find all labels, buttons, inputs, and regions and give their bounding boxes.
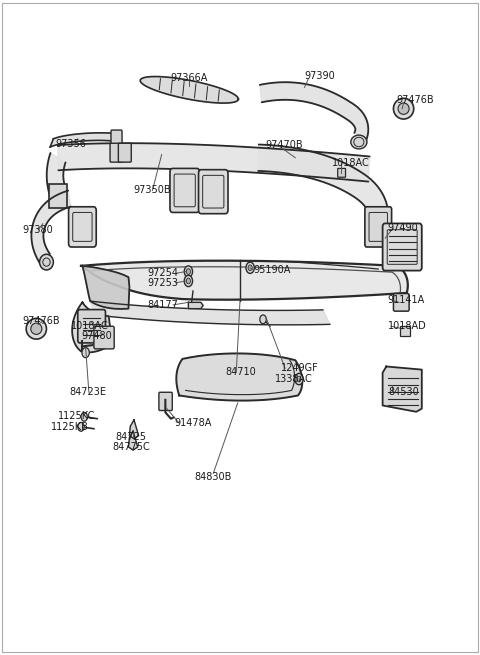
FancyBboxPatch shape: [394, 293, 409, 311]
Polygon shape: [176, 354, 302, 401]
Text: 97356: 97356: [56, 139, 86, 149]
Polygon shape: [383, 367, 422, 412]
FancyBboxPatch shape: [119, 143, 131, 162]
FancyBboxPatch shape: [110, 143, 123, 162]
Circle shape: [186, 269, 191, 274]
Circle shape: [82, 348, 89, 358]
Polygon shape: [90, 301, 330, 325]
Text: 97366A: 97366A: [170, 73, 208, 83]
Text: 84725: 84725: [116, 432, 146, 442]
Text: 84775C: 84775C: [112, 442, 150, 452]
Circle shape: [184, 266, 192, 277]
FancyBboxPatch shape: [170, 168, 200, 212]
Ellipse shape: [26, 318, 47, 339]
Circle shape: [260, 315, 266, 324]
Text: 97490: 97490: [387, 223, 418, 233]
Polygon shape: [258, 145, 388, 225]
Polygon shape: [140, 77, 239, 103]
Text: 1018AD: 1018AD: [387, 321, 426, 331]
Ellipse shape: [39, 254, 53, 270]
Text: 97476B: 97476B: [396, 95, 434, 105]
Circle shape: [81, 413, 87, 421]
Text: 97470B: 97470B: [265, 140, 303, 150]
Circle shape: [246, 262, 254, 273]
Polygon shape: [72, 303, 111, 352]
Bar: [400, 326, 410, 335]
FancyBboxPatch shape: [383, 223, 422, 271]
Polygon shape: [130, 420, 139, 439]
Polygon shape: [129, 431, 138, 450]
FancyBboxPatch shape: [365, 207, 392, 247]
Text: 97254: 97254: [148, 269, 179, 278]
Text: 91478A: 91478A: [175, 418, 212, 428]
FancyBboxPatch shape: [49, 184, 67, 208]
FancyBboxPatch shape: [69, 207, 96, 247]
Text: 84530: 84530: [388, 386, 419, 397]
Text: 1125KB: 1125KB: [51, 422, 89, 432]
Text: 1018AC: 1018AC: [332, 158, 370, 168]
Text: 91141A: 91141A: [387, 295, 425, 305]
Text: 95190A: 95190A: [253, 265, 290, 274]
Polygon shape: [83, 266, 130, 309]
Text: 97380: 97380: [23, 225, 53, 235]
FancyBboxPatch shape: [78, 310, 106, 343]
FancyBboxPatch shape: [199, 170, 228, 214]
Text: 84723E: 84723E: [70, 387, 107, 398]
Text: 1125KC: 1125KC: [58, 411, 96, 421]
Circle shape: [248, 265, 252, 271]
Circle shape: [297, 376, 301, 382]
Polygon shape: [47, 153, 66, 197]
Text: 97390: 97390: [304, 71, 335, 81]
FancyBboxPatch shape: [159, 392, 172, 411]
Polygon shape: [58, 143, 370, 181]
Text: 1249GF: 1249GF: [280, 364, 318, 373]
Ellipse shape: [398, 103, 409, 115]
Polygon shape: [81, 261, 408, 300]
Text: 84830B: 84830B: [194, 472, 232, 482]
Circle shape: [184, 275, 192, 287]
Text: 84177: 84177: [148, 300, 179, 310]
Circle shape: [78, 422, 84, 431]
Text: 1018AC: 1018AC: [71, 321, 108, 331]
Circle shape: [186, 278, 191, 284]
Text: 84710: 84710: [225, 367, 256, 377]
Polygon shape: [260, 83, 368, 142]
Polygon shape: [188, 303, 203, 309]
Text: 1338AC: 1338AC: [275, 374, 312, 384]
Text: 97476B: 97476B: [23, 316, 60, 326]
Ellipse shape: [394, 98, 414, 119]
Text: 97350B: 97350B: [133, 185, 171, 195]
Ellipse shape: [351, 135, 367, 149]
Text: 97480: 97480: [81, 331, 112, 341]
Polygon shape: [31, 191, 71, 265]
Circle shape: [295, 373, 303, 384]
Ellipse shape: [31, 323, 42, 335]
FancyBboxPatch shape: [94, 326, 114, 349]
FancyBboxPatch shape: [338, 168, 346, 178]
Polygon shape: [50, 133, 118, 147]
Text: 97253: 97253: [148, 278, 179, 288]
FancyBboxPatch shape: [111, 130, 122, 145]
